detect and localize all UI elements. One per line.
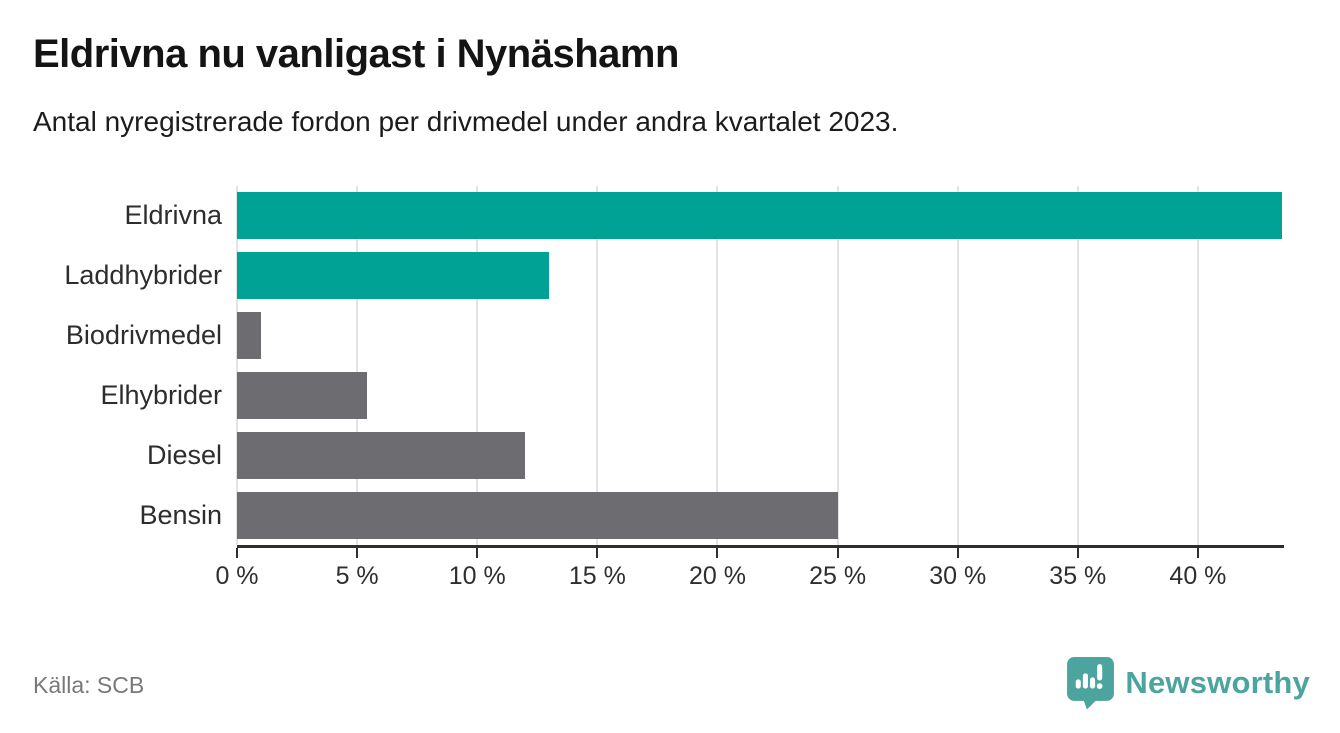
newsworthy-bubble-chart-icon: [1066, 656, 1115, 710]
bar-biodrivmedel: [237, 312, 262, 360]
tick-mark-25: [836, 548, 839, 558]
tick-mark-40: [1196, 548, 1199, 558]
tick-label-15: 15 %: [568, 562, 626, 590]
source-credit: Källa: SCB: [33, 672, 145, 698]
gridline-20: [716, 186, 719, 545]
x-axis-line: [237, 545, 1284, 548]
tick-label-35: 35 %: [1049, 562, 1107, 590]
gridline-0: [236, 186, 238, 545]
bar-laddhybrider: [237, 252, 550, 300]
gridline-15: [596, 186, 599, 545]
gridline-25: [836, 186, 839, 545]
brand-logo: Newsworthy: [1066, 656, 1310, 710]
plot-area: [236, 186, 1282, 545]
tick-mark-30: [956, 548, 959, 558]
tick-mark-0: [236, 548, 238, 558]
bar-elhybrider: [237, 371, 367, 419]
category-label-diesel: Diesel: [146, 439, 222, 470]
tick-mark-35: [1076, 548, 1079, 558]
tick-mark-20: [716, 548, 719, 558]
bar-bensin: [237, 491, 838, 539]
gridline-30: [956, 186, 959, 545]
tick-label-0: 0 %: [215, 562, 259, 590]
chart-subtitle: Antal nyregistrerade fordon per drivmede…: [33, 106, 899, 137]
tick-label-5: 5 %: [335, 562, 379, 590]
x-axis-ticks: 0 % 5 % 10 % 15 % 20 % 25 % 30 % 35 % 40 %: [215, 548, 1282, 608]
gridline-40: [1196, 186, 1199, 545]
tick-label-25: 25 %: [809, 562, 867, 590]
bar-eldrivna: [237, 192, 1282, 240]
category-label-elhybrider: Elhybrider: [100, 379, 222, 410]
tick-label-30: 30 %: [929, 562, 987, 590]
tick-label-40: 40 %: [1169, 562, 1227, 590]
category-label-biodrivmedel: Biodrivmedel: [65, 320, 222, 351]
category-label-laddhybrider: Laddhybrider: [64, 260, 222, 291]
gridline-35: [1076, 186, 1079, 545]
tick-label-10: 10 %: [448, 562, 506, 590]
gridline-5: [356, 186, 359, 545]
bar-diesel: [237, 431, 526, 479]
tick-mark-15: [596, 548, 599, 558]
tick-label-20: 20 %: [688, 562, 746, 590]
chart-title: Eldrivna nu vanligast i Nynäshamn: [33, 32, 679, 76]
category-label-bensin: Bensin: [139, 499, 222, 530]
category-axis: Eldrivna Laddhybrider Biodrivmedel Elhybrid…: [0, 186, 222, 545]
gridline-10: [476, 186, 479, 545]
tick-mark-5: [356, 548, 359, 558]
category-label-eldrivna: Eldrivna: [124, 200, 222, 231]
tick-mark-10: [476, 548, 479, 558]
brand-wordmark: Newsworthy: [1125, 665, 1310, 700]
